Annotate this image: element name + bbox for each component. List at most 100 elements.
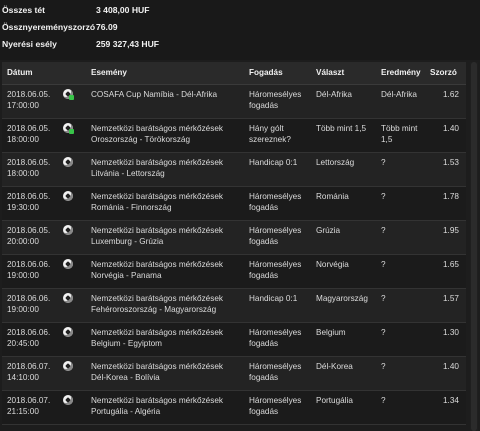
cell-result1: Több mint — [381, 124, 418, 133]
cell-choice: Románia — [316, 191, 349, 202]
cell-event: Nemzetközi barátságos mérkőzések Norvégia… — [91, 259, 223, 281]
cell-bet: Háromesélyes fogadás — [249, 225, 301, 247]
cell-event1: Nemzetközi barátságos mérkőzések — [91, 226, 223, 235]
cell-event: Nemzetközi barátságos mérkőzések Oroszors… — [91, 123, 223, 145]
cell-bet: Háromesélyes fogadás — [249, 89, 301, 111]
cell-choice1: Magyarország — [316, 294, 368, 303]
cell-bet1: Háromesélyes — [249, 192, 302, 201]
summary-label: Összes tét — [2, 5, 45, 15]
cell-odds: 1.62 — [443, 89, 459, 100]
cell-odds: 1.95 — [443, 225, 459, 236]
cell-event1: Nemzetközi barátságos mérkőzések — [91, 362, 223, 371]
table-row[interactable]: 2018.06.06. 19:00:00 Nemzetközi barátságo… — [2, 289, 466, 323]
header-choice[interactable]: Választ — [316, 68, 345, 77]
table-row[interactable]: 2018.06.07. 14:10:00 Nemzetközi barátságo… — [2, 357, 466, 391]
cell-result1: ? — [381, 396, 386, 405]
cell-bet1: Handicap 0:1 — [249, 158, 298, 167]
cell-odds: 1.34 — [443, 395, 459, 406]
live-indicator-icon — [69, 129, 74, 134]
cell-odds: 1.30 — [443, 328, 459, 337]
cell-bet: Háromesélyes fogadás — [249, 191, 301, 213]
cell-bet2: szereznek? — [249, 135, 291, 144]
cell-choice: Grúzia — [316, 225, 340, 236]
cell-choice: Dél-Afrika — [316, 89, 352, 100]
cell-bet: Háromesélyes fogadás — [249, 259, 301, 281]
cell-odds: 1.40 — [443, 123, 459, 134]
cell-bet1: Háromesélyes — [249, 362, 302, 371]
cell-odds: 1.40 — [443, 362, 459, 371]
soccer-ball-icon — [63, 259, 73, 269]
cell-choice1: Románia — [316, 192, 349, 201]
soccer-ball-icon — [63, 225, 73, 235]
cell-date: 2018.06.05. — [7, 192, 51, 201]
cell-time: 18:00:00 — [7, 135, 39, 144]
table-row[interactable]: 2018.06.05. 20:00:00 Nemzetközi barátságo… — [2, 221, 466, 255]
table-row[interactable]: 2018.06.06. 19:00:00 Nemzetközi barátságo… — [2, 255, 466, 289]
scrollbar-thumb[interactable] — [471, 62, 477, 431]
cell-bet1: Hány gólt — [249, 124, 284, 133]
cell-bet2: fogadás — [249, 339, 279, 348]
cell-date: 2018.06.05. 18:00:00 — [7, 123, 50, 145]
cell-event: Nemzetközi barátságos mérkőzések Portugál… — [91, 395, 223, 417]
bet-summary: Összes tét 3 408,00 HUF Össznyereményszo… — [0, 0, 480, 60]
cell-bet: Hány gólt szereznek? — [249, 123, 291, 145]
cell-event: Nemzetközi barátságos mérkőzések Románia … — [91, 191, 223, 213]
table-row[interactable]: 2018.06.06. 20:45:00 Nemzetközi barátságo… — [2, 323, 466, 357]
cell-result: ? — [381, 293, 386, 304]
cell-odds: 1.62 — [443, 90, 459, 99]
scrollbar[interactable] — [470, 62, 478, 431]
cell-date: 2018.06.07. — [7, 362, 51, 371]
cell-event2: Belgium - Egyiptom — [91, 339, 162, 348]
cell-odds: 1.78 — [443, 191, 459, 202]
header-result[interactable]: Eredmény — [381, 68, 421, 77]
cell-event2: Norvégia - Panama — [91, 271, 162, 280]
cell-bet1: Háromesélyes — [249, 396, 302, 405]
cell-date: 2018.06.07. — [7, 396, 51, 405]
cell-time: 19:00:00 — [7, 271, 39, 280]
header-event[interactable]: Esemény — [91, 68, 127, 77]
cell-choice: Dél-Korea — [316, 361, 353, 372]
cell-odds: 1.53 — [443, 157, 459, 168]
cell-date: 2018.06.06. 20:45:00 — [7, 327, 50, 349]
cell-result: ? — [381, 191, 386, 202]
cell-bet2: fogadás — [249, 271, 279, 280]
cell-time: 20:00:00 — [7, 237, 39, 246]
summary-label: Össznyereményszorzó — [2, 22, 96, 32]
table-row[interactable]: 2018.06.05. 17:00:00 COSAFA Cup Namíbia -… — [2, 85, 466, 119]
cell-time: 19:30:00 — [7, 203, 39, 212]
cell-choice: Portugália — [316, 395, 353, 406]
header-odds[interactable]: Szorzó — [430, 68, 457, 77]
cell-odds: 1.78 — [443, 192, 459, 201]
table-row[interactable]: 2018.06.07. 21:15:00 Nemzetközi barátságo… — [2, 391, 466, 425]
cell-date: 2018.06.07. 14:10:00 — [7, 361, 50, 383]
cell-bet1: Háromesélyes — [249, 90, 302, 99]
header-date[interactable]: Dátum — [7, 68, 33, 77]
cell-result: ? — [381, 395, 386, 406]
cell-date: 2018.06.05. 17:00:00 — [7, 89, 50, 111]
cell-date: 2018.06.06. 19:00:00 — [7, 293, 50, 315]
cell-odds: 1.34 — [443, 396, 459, 405]
cell-bet: Handicap 0:1 — [249, 293, 297, 304]
cell-result2: 1,5 — [381, 135, 393, 144]
cell-bet: Handicap 0:1 — [249, 157, 297, 168]
soccer-ball-icon — [63, 361, 73, 371]
cell-result: ? — [381, 157, 386, 168]
summary-value: 3 408,00 HUF — [96, 5, 150, 15]
table-row[interactable]: 2018.06.05. 18:00:00 Nemzetközi barátságo… — [2, 153, 466, 187]
cell-bet1: Handicap 0:1 — [249, 294, 298, 303]
header-bet[interactable]: Fogadás — [249, 68, 283, 77]
cell-event1: Nemzetközi barátságos mérkőzések — [91, 124, 223, 133]
cell-odds: 1.57 — [443, 294, 459, 303]
cell-date: 2018.06.05. — [7, 90, 51, 99]
cell-time: 17:00:00 — [7, 101, 39, 110]
cell-date: 2018.06.05. 20:00:00 — [7, 225, 50, 247]
cell-result: ? — [381, 259, 386, 270]
soccer-ball-icon — [63, 191, 73, 201]
cell-event1: Nemzetközi barátságos mérkőzések — [91, 192, 223, 201]
table-row[interactable]: 2018.06.05. 19:30:00 Nemzetközi barátságo… — [2, 187, 466, 221]
summary-label: Nyerési esély — [2, 39, 57, 49]
cell-result1: Dél-Afrika — [381, 90, 417, 99]
cell-result1: ? — [381, 158, 386, 167]
cell-result1: ? — [381, 260, 386, 269]
table-row[interactable]: 2018.06.05. 18:00:00 Nemzetközi barátságo… — [2, 119, 466, 153]
